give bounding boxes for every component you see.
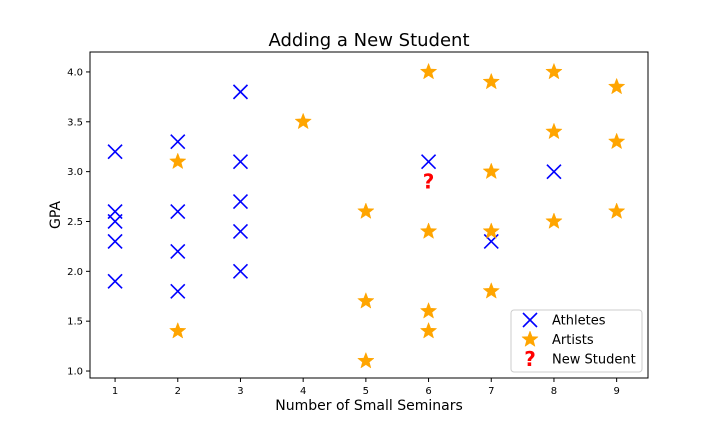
legend: Athletes Artists? New Student: [510, 309, 643, 373]
x-tick-label: 5: [363, 386, 369, 397]
y-axis: 1.0 1.5 2.0 2.5 3.0 3.5 4.0: [67, 67, 90, 378]
athletes-point: [170, 134, 186, 150]
athletes-point: [107, 273, 123, 289]
artists-point: [482, 72, 501, 90]
athletes-point: [232, 84, 249, 100]
artists-point: [607, 202, 626, 219]
artists-point: [545, 62, 563, 80]
artists-point: [419, 321, 438, 339]
artists-point: [482, 222, 501, 239]
y-tick-label: 2.5: [67, 217, 83, 228]
athletes-point: [546, 164, 562, 180]
x-tick-label: 7: [488, 386, 494, 397]
artists-point: [169, 321, 187, 339]
y-axis-label: GPA: [48, 201, 64, 229]
artists-point: [357, 351, 375, 369]
legend-label-artists: Artists: [552, 333, 594, 348]
x-tick-label: 6: [425, 386, 431, 397]
legend-box: [510, 309, 643, 373]
artists-point: [607, 132, 626, 150]
x-tick-label: 8: [551, 386, 557, 397]
athletes-point: [232, 193, 249, 210]
athletes-point: [170, 283, 186, 299]
artists-point: [482, 162, 501, 180]
athletes-point: [232, 154, 249, 170]
athletes-point: [170, 243, 186, 259]
legend-label-new-student: New Student: [552, 353, 636, 368]
artists-point: [419, 62, 438, 80]
legend-label-athletes: Athletes: [552, 314, 606, 329]
artists-point: [482, 282, 501, 299]
x-tick-label: 3: [237, 386, 243, 397]
athletes-point: [420, 154, 437, 170]
artists-point: [419, 301, 438, 319]
artists-point: [545, 212, 563, 229]
x-axis: 1 2 3 4 5 6 7 8 9: [112, 378, 620, 397]
x-tick-label: 2: [175, 386, 181, 397]
y-tick-label: 2.0: [67, 267, 83, 278]
chart-title: Adding a New Student: [269, 30, 470, 51]
y-tick-label: 1.0: [67, 367, 83, 378]
legend-marker-athletes: [522, 312, 538, 328]
athletes-point: [232, 263, 249, 279]
artists-point: [419, 222, 438, 239]
athletes-point: [107, 213, 123, 230]
x-tick-label: 1: [112, 386, 118, 397]
y-tick-label: 1.5: [67, 317, 83, 328]
artists-point: [294, 112, 312, 130]
athletes-point: [232, 223, 249, 240]
legend-marker-new-student: ?: [524, 347, 536, 371]
data-points: ?: [107, 62, 626, 369]
artists-point: [545, 122, 563, 140]
athletes-point: [107, 233, 123, 249]
artists-point: [169, 152, 187, 170]
new-student-point: ?: [423, 170, 435, 194]
x-tick-label: 4: [300, 386, 306, 397]
x-tick-label: 9: [613, 386, 619, 397]
y-tick-label: 4.0: [67, 67, 83, 78]
artists-point: [607, 77, 626, 95]
x-axis-label: Number of Small Seminars: [275, 398, 463, 414]
athletes-point: [107, 144, 123, 160]
y-tick-label: 3.0: [67, 167, 83, 178]
artists-point: [357, 292, 375, 309]
y-tick-label: 3.5: [67, 117, 83, 128]
athletes-point: [170, 203, 186, 220]
legend-marker-artists: [521, 330, 539, 347]
artists-point: [357, 202, 375, 219]
